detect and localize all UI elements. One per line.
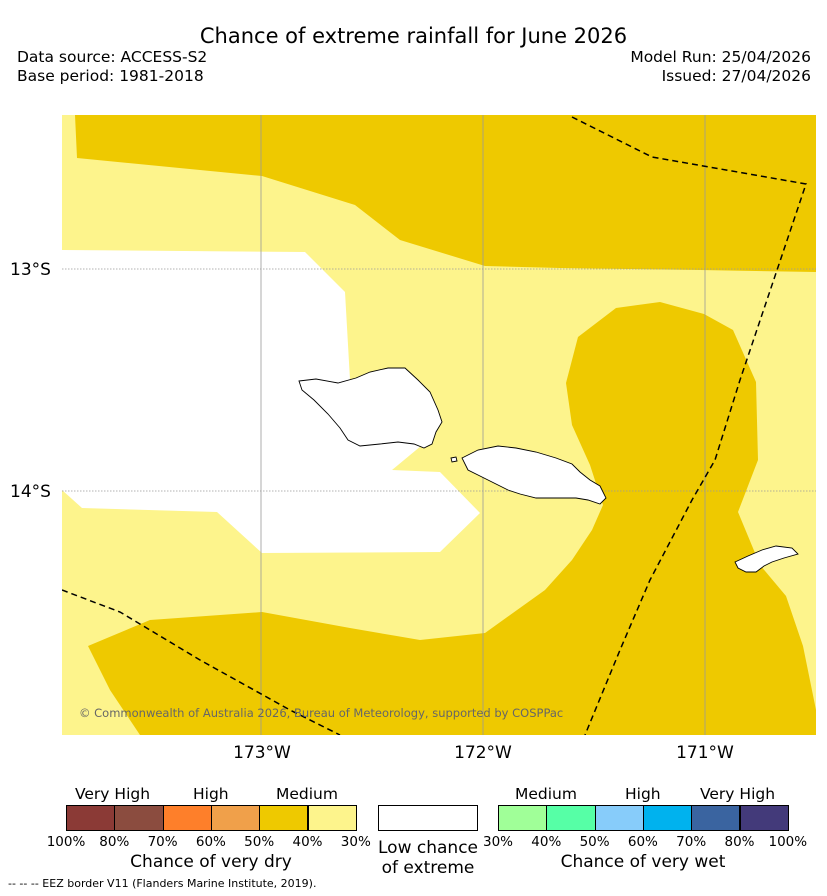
legend-wet-swatch-0: [498, 805, 548, 831]
legend-dry-swatch-1: [114, 805, 164, 831]
model-run-text: Model Run: 25/04/2026: [630, 48, 811, 66]
lat-label-13s: 13°S: [10, 260, 51, 280]
graticule: [62, 115, 816, 735]
legend-wet-tick-3: 60%: [627, 834, 658, 850]
region-medium-40-50-east: [88, 302, 816, 735]
legend-dry-header-very-high: Very High: [75, 785, 151, 803]
eez-border: [62, 116, 807, 735]
legend-wet-title: Chance of very wet: [560, 852, 726, 872]
legend-dry-tick-5: 40%: [292, 834, 323, 850]
legend-dry-header-high: High: [193, 785, 229, 803]
meta-left: Data source: ACCESS-S2 Base period: 1981…: [17, 48, 207, 86]
legend-low-title-2: of extreme: [381, 858, 475, 878]
legend-dry-swatch-3: [210, 805, 261, 831]
issued-text: Issued: 27/04/2026: [661, 67, 811, 85]
legend-dry-tick-6: 30%: [340, 834, 371, 850]
legend-wet-swatch-1: [546, 805, 596, 831]
legend-dry-tick-2: 70%: [147, 834, 178, 850]
legend-low-title-1: Low chance: [378, 838, 478, 858]
legend-wet-header-very-high: Very High: [700, 785, 776, 803]
islands: [298, 367, 799, 573]
manono-islet: [450, 456, 458, 463]
legend-wet-tick-2: 50%: [579, 834, 610, 850]
lat-label-14s: 14°S: [10, 482, 51, 502]
map-title: Chance of extreme rainfall for June 2026: [199, 24, 628, 48]
lon-label-173w: 173°W: [233, 743, 291, 760]
legend-dry-tick-0: 100%: [46, 834, 86, 850]
legend-wet-swatch-5: [739, 805, 789, 831]
legend-wet-swatch-2: [594, 805, 644, 831]
meta-right: Model Run: 25/04/2026 Issued: 27/04/2026: [630, 48, 811, 86]
legend-wet-tick-6: 100%: [768, 834, 808, 850]
upolu-island: [461, 445, 607, 505]
region-low-chance: [62, 250, 480, 553]
legend-dry-tick-3: 60%: [195, 834, 226, 850]
legend-dry-swatch-0: [66, 805, 116, 831]
legend-dry-swatch-5: [307, 805, 357, 831]
region-medium-40-50-north: [75, 115, 816, 272]
copyright-text: © Commonwealth of Australia 2026, Bureau…: [79, 706, 564, 720]
lon-label-172w: 172°W: [454, 743, 512, 760]
rainfall-map: 13°S 14°S 173°W 172°W 171°W: [10, 115, 816, 760]
legend-wet-tick-5: 80%: [724, 834, 755, 850]
legend-dry-header-medium: Medium: [276, 785, 338, 803]
legend-wet-tick-1: 40%: [531, 834, 562, 850]
legend-low-swatch: [378, 805, 478, 831]
legend-wet-tick-0: 30%: [482, 834, 514, 850]
legend-wet-tick-4: 70%: [676, 834, 707, 850]
legend-dry-title: Chance of very dry: [130, 852, 292, 872]
legend-wet-header-medium: Medium: [515, 785, 577, 803]
legend-dry-swatch-2: [162, 805, 212, 831]
legend-wet-swatch-4: [691, 805, 741, 831]
data-source-text: Data source: ACCESS-S2: [17, 48, 208, 66]
eez-footnote: -- -- -- EEZ border V11 (Flanders Marine…: [8, 877, 317, 890]
legend-wet-swatch-3: [642, 805, 693, 831]
legend-wet-header-high: High: [625, 785, 661, 803]
tutuila-island: [734, 545, 799, 573]
base-period-text: Base period: 1981-2018: [17, 67, 204, 85]
legend-dry-tick-1: 80%: [99, 834, 130, 850]
savaii-island: [298, 367, 443, 449]
legend-dry-swatch-4: [259, 805, 309, 831]
legend-dry-tick-4: 50%: [244, 834, 275, 850]
lon-label-171w: 171°W: [676, 743, 734, 760]
